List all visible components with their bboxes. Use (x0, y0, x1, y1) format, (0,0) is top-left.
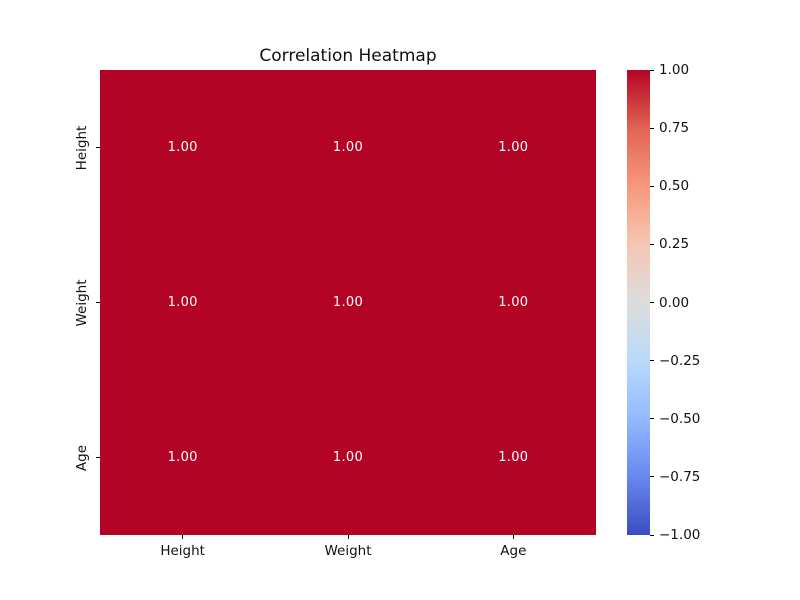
y-axis-tick-label: Age (74, 444, 90, 471)
x-tick-mark (347, 535, 349, 539)
colorbar-tick-label: −1.00 (659, 527, 701, 543)
x-axis-tick-label: Age (500, 543, 527, 559)
heatmap-cell: 1.00 (100, 225, 266, 380)
y-tick-mark (96, 147, 100, 148)
chart-title: Correlation Heatmap (259, 46, 437, 66)
colorbar-tick-label: 0.75 (659, 120, 690, 137)
colorbar-tick-label: 0.25 (659, 236, 690, 253)
colorbar-tick-label: −0.50 (659, 410, 701, 427)
x-tick-mark (182, 535, 184, 539)
heatmap-cell: 1.00 (100, 380, 266, 535)
heatmap-cell: 1.00 (430, 70, 596, 225)
colorbar-tick-mark (650, 302, 654, 303)
heatmap-cell-value: 1.00 (167, 140, 198, 155)
heatmap-cell-value: 1.00 (332, 140, 364, 155)
colorbar-tick-label: 1.00 (659, 62, 690, 78)
y-axis-tick-label: Height (74, 125, 90, 170)
heatmap-cell: 1.00 (430, 380, 596, 535)
y-tick-mark (96, 302, 100, 303)
x-axis-tick-label: Weight (324, 543, 372, 559)
colorbar-tick-label: 0.50 (659, 178, 690, 195)
heatmap-cell: 1.00 (100, 70, 266, 225)
colorbar-tick-mark (650, 418, 654, 420)
heatmap-cell-value: 1.00 (498, 140, 529, 155)
colorbar-tick-mark (650, 476, 654, 478)
x-axis-tick-label: Height (160, 543, 205, 559)
y-tick-mark (96, 457, 100, 458)
colorbar-tick-mark (650, 534, 654, 536)
heatmap: 1.00 1.00 1.00 1.00 1.00 1.00 1.00 1.00 1.00 (100, 70, 596, 535)
heatmap-cell-value: 1.00 (167, 295, 198, 310)
heatmap-cell-value: 1.00 (332, 295, 364, 310)
heatmap-cell-value: 1.00 (167, 450, 198, 465)
heatmap-cell: 1.00 (265, 70, 431, 225)
colorbar-tick-mark (650, 360, 654, 362)
colorbar-tick-mark (650, 127, 654, 129)
x-tick-mark (512, 535, 514, 539)
colorbar-tick-label: 0.00 (659, 294, 690, 311)
heatmap-cell-value: 1.00 (498, 450, 529, 465)
colorbar-tick-mark (650, 185, 654, 187)
colorbar-tick-label: −0.25 (659, 352, 701, 369)
colorbar-tick-mark (650, 69, 654, 71)
colorbar-tick-label: −0.75 (659, 468, 701, 485)
heatmap-cell-value: 1.00 (332, 450, 364, 465)
heatmap-cell: 1.00 (265, 380, 431, 535)
colorbar (627, 70, 650, 535)
heatmap-cell: 1.00 (265, 225, 431, 380)
colorbar-tick-mark (650, 243, 654, 245)
heatmap-cell-value: 1.00 (498, 295, 529, 310)
y-axis-tick-label: Weight (74, 278, 90, 327)
heatmap-cell: 1.00 (430, 225, 596, 380)
